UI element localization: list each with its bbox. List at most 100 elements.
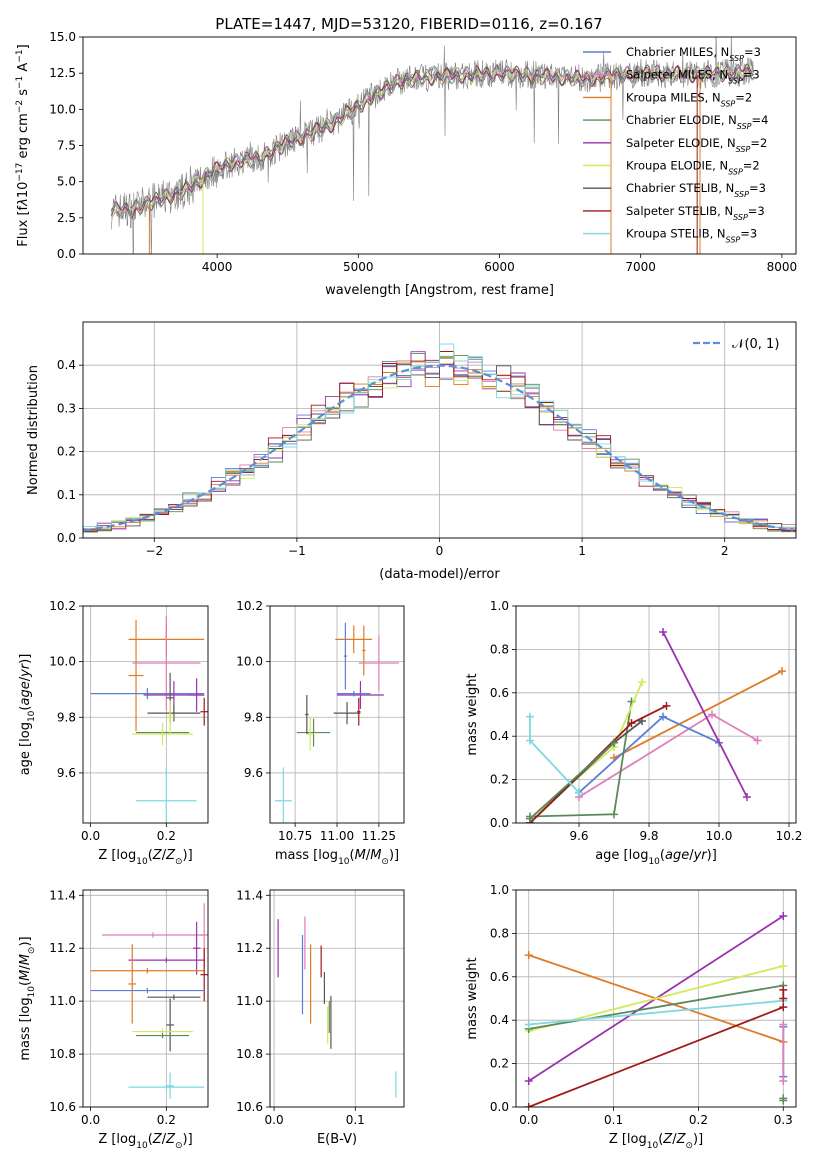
y-axis-label: mass weight [465,673,480,755]
y-tick-label: 11.0 [49,994,76,1008]
x-tick-label: 0.1 [346,1113,365,1127]
x-tick-label: 5000 [343,260,374,274]
x-tick-label: 8000 [767,260,798,274]
legend: Chabrier MILES, NSSP=3 Salpeter MILES, NS… [583,45,768,244]
axes-frame [82,605,209,824]
data-point [275,767,292,823]
y-tick-label: 0.3 [57,401,76,415]
plus-marker [779,1020,788,1029]
weight-series [779,1094,788,1105]
y-tick-label: 11.2 [49,941,76,955]
axes-age-vs-Z: 0.0 0.2 9.6 9.8 10.0 10.2 Z [log10(Z/Z⊙)] age [… [18,599,209,867]
axes-massweight-vs-age: 9.6 9.8 10.0 10.2 0.0 0.2 0.4 0.6 0.8 1.0 age [log… [465,599,802,867]
y-tick-label: 9.6 [57,766,76,780]
plus-marker [526,814,534,823]
plus-marker [659,628,667,637]
weight-series [779,985,788,1003]
y-tick-label: 10.8 [49,1047,76,1061]
error-bars [90,615,208,823]
x-tick-label: 0.3 [774,1113,793,1127]
x-tick-label: 0.0 [519,1113,538,1127]
y-tick-label: 11.4 [49,888,76,902]
data-point [189,678,205,712]
model-spectrum [110,64,754,218]
histogram-series [83,357,796,531]
data-point [136,1032,190,1039]
data-point [306,717,314,751]
axes-frame [515,605,797,824]
x-tick-label: 0.2 [157,829,176,843]
data-point [358,635,399,691]
weight-series [526,712,583,797]
data-point [357,697,361,726]
legend-label: Salpeter ELODIE, NSSP=2 [626,136,767,154]
y-tick-label: 0.2 [57,445,76,459]
weight-lines [526,628,786,823]
plus-marker [743,792,751,801]
y-tick-label: 0.0 [57,531,76,545]
data-point [136,767,197,823]
axes-massweight-vs-Z: 0.0 0.1 0.2 0.3 0.0 0.2 0.4 0.6 0.8 1.0 Z [log10(Z… [465,883,797,1151]
plus-marker [708,710,716,719]
plus-marker [524,1103,533,1107]
weight-series [526,697,636,821]
plus-marker [779,1003,788,1012]
y-tick-label: 0.6 [490,686,509,700]
axes-frame [82,889,209,1108]
x-axis-label: Z [log10(Z/Z⊙)] [98,848,192,867]
x-tick-label: 7000 [625,260,656,274]
y-tick-label: 9.8 [244,710,263,724]
x-tick-label: 6000 [484,260,515,274]
gaussian-curve [83,364,794,532]
y-tick-label: 10.6 [49,1100,76,1114]
legend-label-gaussian: 𝒩(0, 1) [732,337,779,352]
data-point [192,921,201,975]
y-tick-label: 0.2 [490,773,509,787]
x-axis-label: age [log10(age/yr)] [595,848,717,867]
x-axis-label: wavelength [Angstrom, rest frame] [325,283,554,298]
data-point [90,987,205,994]
data-point [200,948,208,1002]
y-tick-label: 5.0 [57,175,76,189]
weight-line [528,999,784,1026]
y-tick-label: 10.2 [236,599,263,613]
legend-label: Chabrier MILES, NSSP=3 [626,45,761,63]
plus-marker [779,1094,788,1103]
plus-marker [627,719,636,728]
axes-frame [269,889,405,1108]
x-tick-label: 10.0 [706,829,733,843]
data-point [128,619,144,732]
y-tick-label: 1.0 [490,883,509,897]
data-point [305,695,309,734]
legend-label: Salpeter MILES, NSSP=3 [626,68,760,86]
plus-marker [662,701,671,710]
axes-frame [269,605,405,824]
x-tick-label: 0.2 [689,1113,708,1127]
y-tick-label: 9.8 [57,710,76,724]
data-point [132,722,193,746]
y-tick-label: 2.5 [57,211,76,225]
data-point [337,690,371,697]
error-bars [90,903,208,1100]
y-tick-label: 0.8 [490,642,509,656]
x-tick-label: 11.25 [362,829,396,843]
y-tick-label: 10.0 [49,102,76,116]
data-point [90,968,205,974]
weight-line [662,631,748,798]
x-axis-label: mass [log10(M/M⊙)] [275,848,399,867]
weight-line [613,670,783,759]
data-point [147,704,201,722]
data-point [200,697,208,726]
y-tick-label: 0.4 [490,1013,509,1027]
y-tick-label: 9.6 [244,766,263,780]
plus-marker [526,736,534,745]
data-point [147,994,201,1000]
axes-frame [515,889,797,1108]
y-tick-label: 7.5 [57,139,76,153]
y-axis-label: Flux [fλ10−17 erg cm−2 s−1 A−1] [15,44,31,246]
y-tick-label: 10.6 [236,1100,263,1114]
x-tick-label: 10.2 [776,829,803,843]
x-axis-label: (data-model)/error [379,567,500,582]
weight-series [779,1020,788,1085]
plus-marker [575,788,583,797]
